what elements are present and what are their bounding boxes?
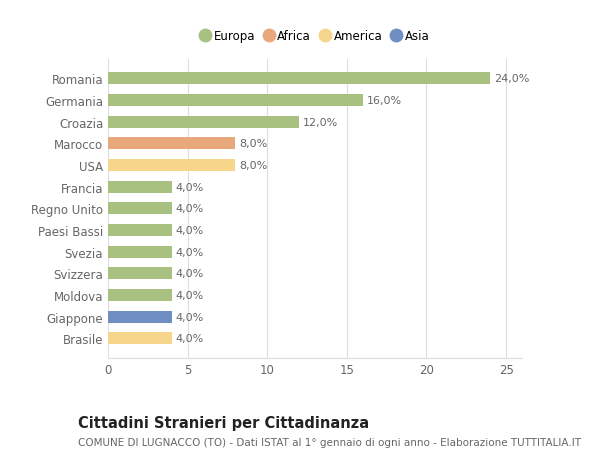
Bar [108,117,299,129]
Text: 4,0%: 4,0% [176,290,204,300]
Bar [108,95,363,107]
Text: 4,0%: 4,0% [176,334,204,343]
Text: 12,0%: 12,0% [303,118,338,128]
Bar [108,246,172,258]
Bar [108,181,172,193]
Text: Cittadini Stranieri per Cittadinanza: Cittadini Stranieri per Cittadinanza [78,415,369,431]
Text: COMUNE DI LUGNACCO (TO) - Dati ISTAT al 1° gennaio di ogni anno - Elaborazione T: COMUNE DI LUGNACCO (TO) - Dati ISTAT al … [78,437,581,447]
Bar [108,160,235,172]
Text: 4,0%: 4,0% [176,269,204,279]
Bar [108,333,172,344]
Text: 4,0%: 4,0% [176,182,204,192]
Bar [108,224,172,236]
Text: 16,0%: 16,0% [367,96,402,106]
Text: 4,0%: 4,0% [176,225,204,235]
Text: 8,0%: 8,0% [239,161,268,171]
Text: 4,0%: 4,0% [176,312,204,322]
Legend: Europa, Africa, America, Asia: Europa, Africa, America, Asia [197,27,433,47]
Text: 4,0%: 4,0% [176,204,204,214]
Text: 4,0%: 4,0% [176,247,204,257]
Bar [108,138,235,150]
Bar [108,203,172,215]
Bar [108,73,490,85]
Bar [108,268,172,280]
Text: 8,0%: 8,0% [239,139,268,149]
Bar [108,311,172,323]
Text: 24,0%: 24,0% [494,74,530,84]
Bar [108,289,172,301]
